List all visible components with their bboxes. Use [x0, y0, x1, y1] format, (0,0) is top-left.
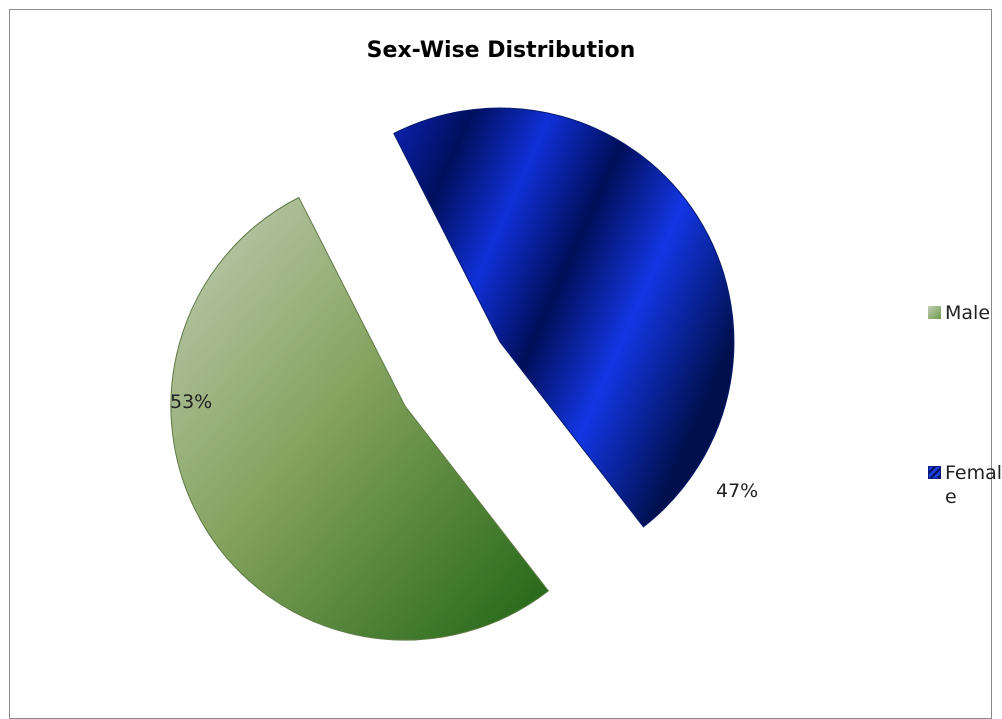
legend-swatch-male [928, 306, 941, 319]
slice-label-female: 47% [716, 480, 758, 502]
legend-item-female: Female [928, 461, 1002, 509]
legend-label-male: Male [945, 302, 991, 324]
legend-item-male: Male [928, 301, 1002, 325]
slice-label-male: 53% [170, 391, 212, 413]
legend-swatch-female [928, 466, 941, 479]
pie-slice-female [393, 107, 735, 528]
chart-title: Sex-Wise Distribution [366, 38, 636, 63]
legend-label-female: Female [945, 462, 1002, 508]
pie-slice-male [170, 196, 550, 641]
